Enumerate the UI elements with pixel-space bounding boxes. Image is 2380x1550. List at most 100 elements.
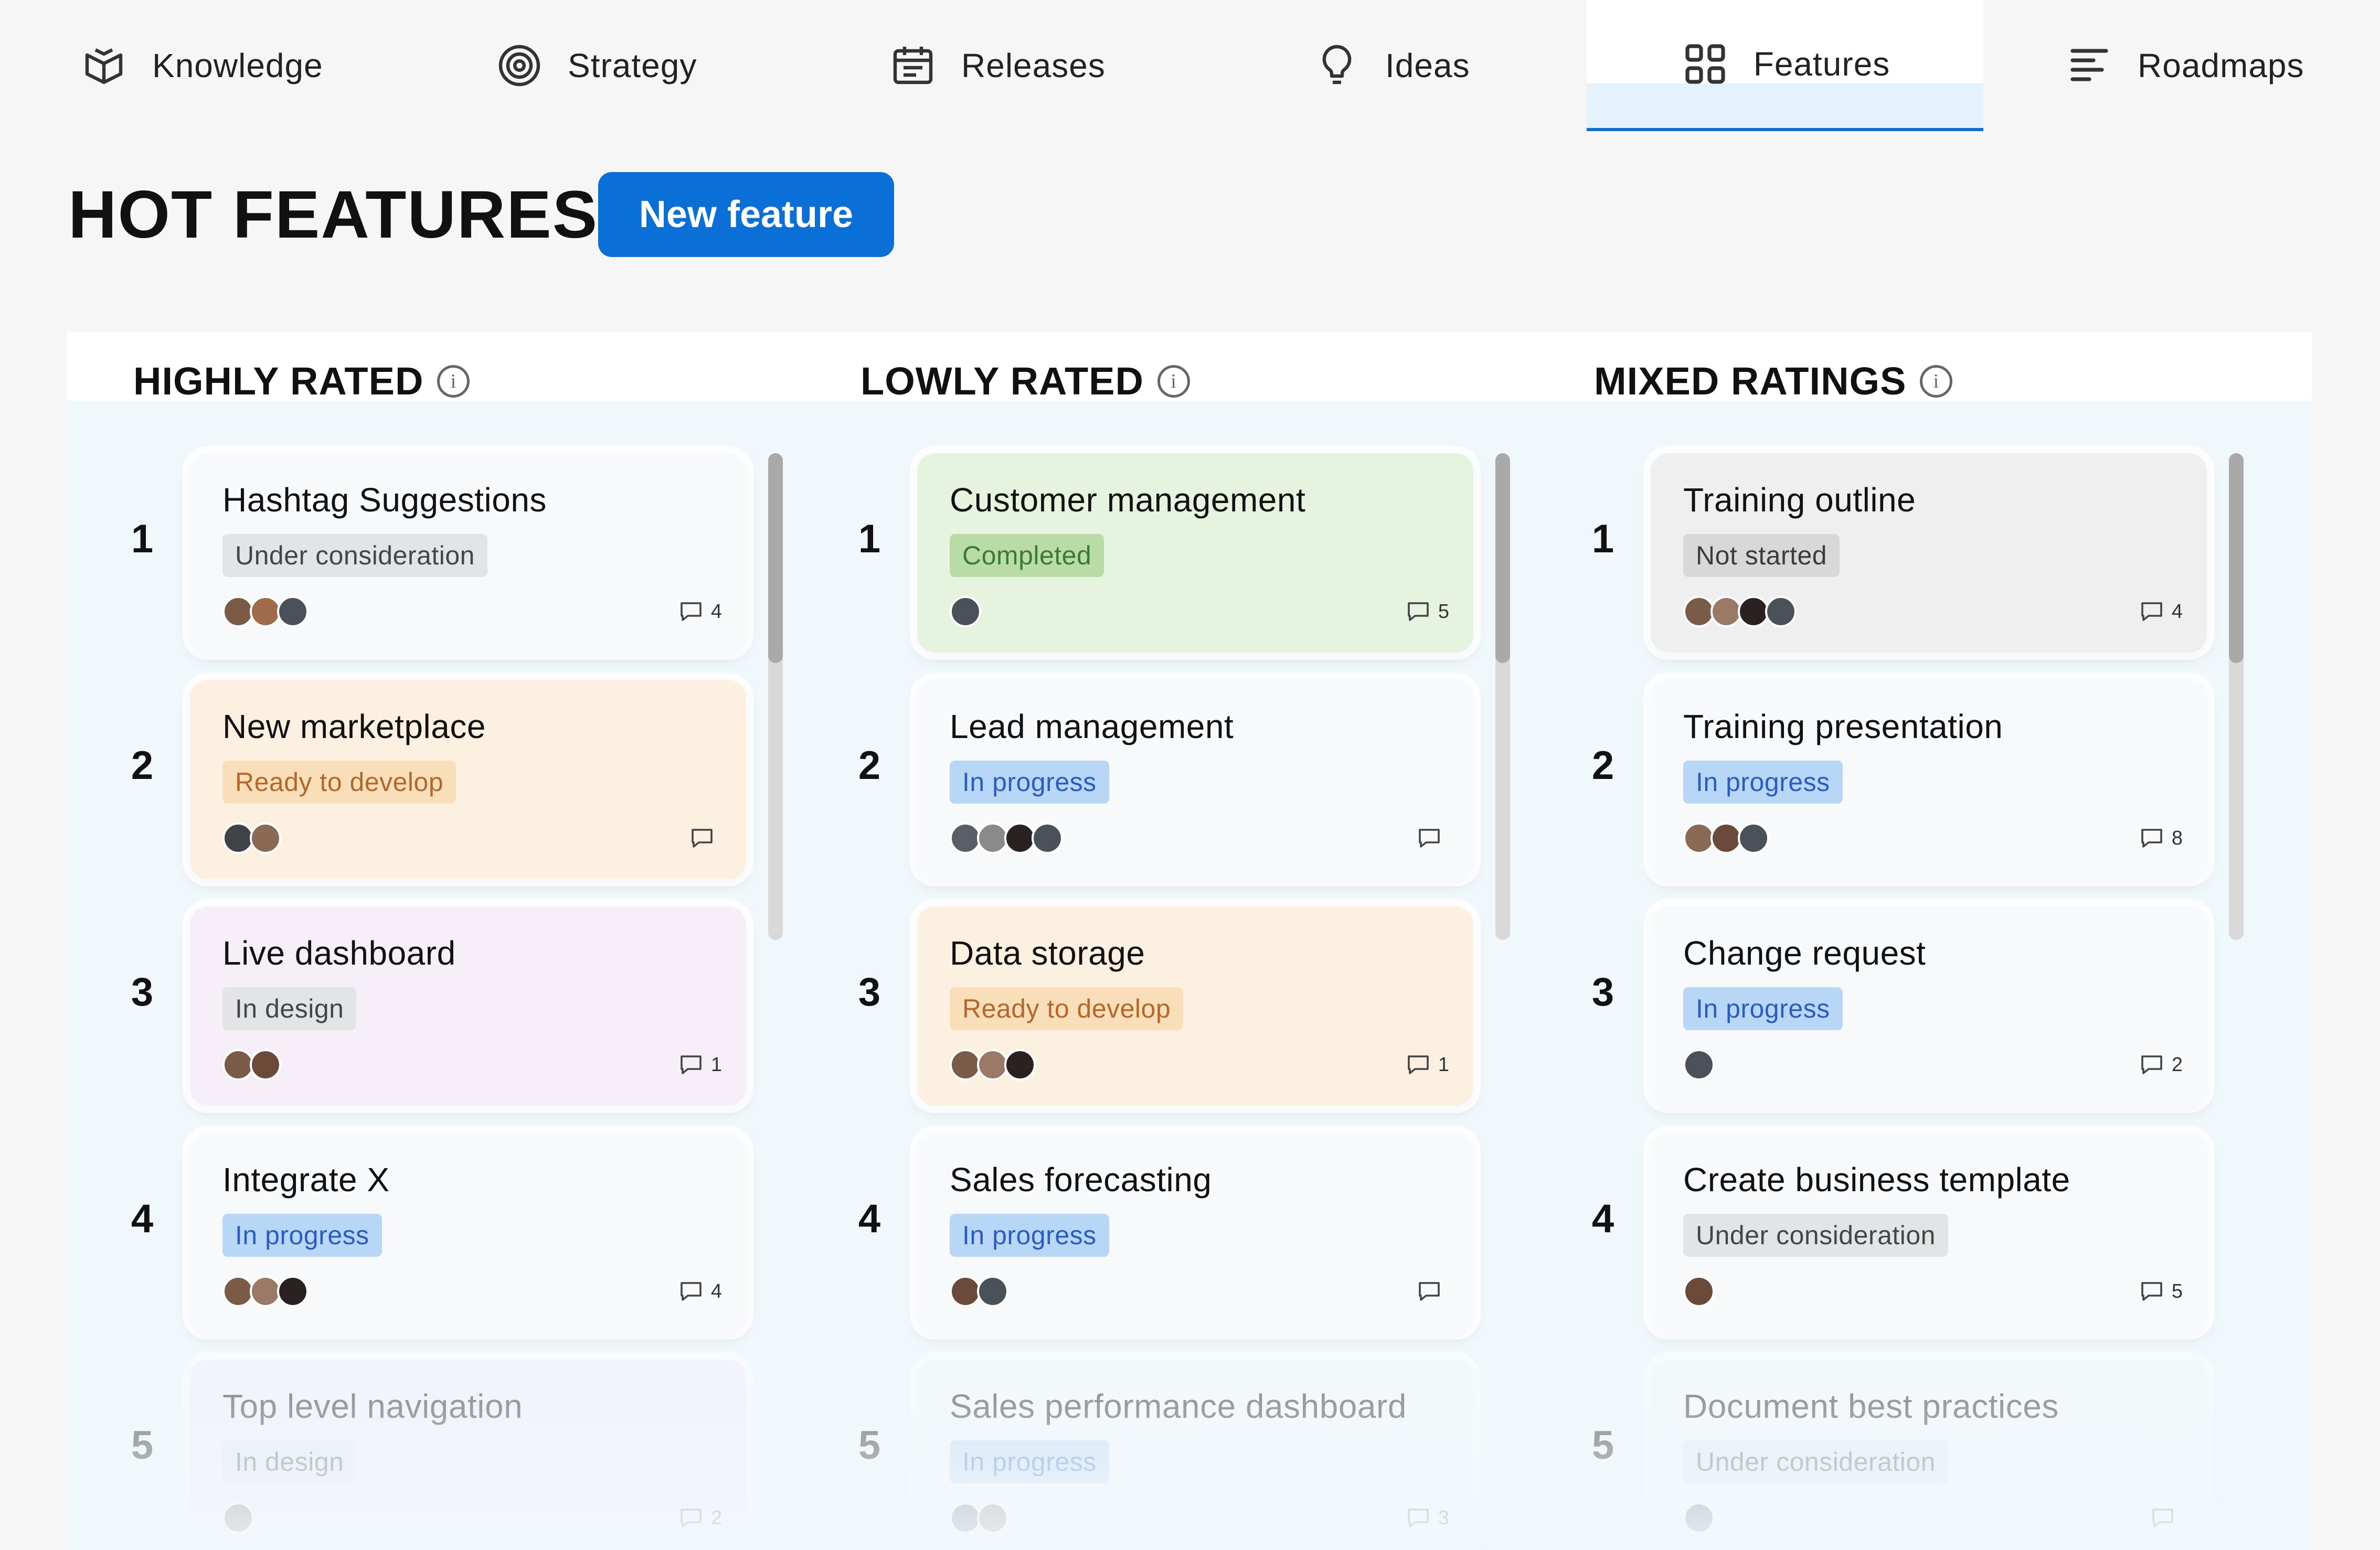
avatar — [250, 822, 281, 854]
feature-card[interactable]: Change request In progress 2 — [1651, 906, 2207, 1106]
comment-count[interactable]: 1 — [678, 1053, 722, 1076]
avatar — [222, 1502, 254, 1534]
avatar — [950, 596, 981, 627]
avatar-group — [222, 1502, 254, 1534]
tab-roadmaps[interactable]: Roadmaps — [2064, 0, 2304, 131]
comment-count-value: 2 — [710, 1506, 722, 1529]
feature-card[interactable]: Live dashboard In design 1 — [190, 906, 746, 1106]
avatar-group — [950, 596, 981, 627]
comment-count[interactable]: 2 — [678, 1506, 722, 1530]
avatar-group — [950, 822, 1063, 854]
info-icon[interactable]: i — [1920, 365, 1953, 398]
comment-icon — [2141, 602, 2162, 621]
comment-count[interactable] — [689, 827, 722, 850]
feature-title: Sales forecasting — [950, 1161, 1212, 1199]
comment-icon — [681, 1282, 702, 1301]
feature-card[interactable]: Hashtag Suggestions Under consideration … — [190, 453, 746, 653]
comment-count[interactable]: 2 — [2139, 1053, 2183, 1076]
rank-number: 3 — [858, 970, 881, 1014]
info-icon[interactable]: i — [437, 365, 470, 398]
avatar — [1765, 596, 1797, 627]
comment-count[interactable]: 4 — [678, 600, 722, 623]
avatar — [1710, 596, 1742, 627]
scrollbar-highly-rated[interactable] — [768, 453, 783, 940]
avatar — [950, 1276, 981, 1307]
comment-count[interactable]: 5 — [2139, 1280, 2183, 1303]
avatar — [250, 1276, 281, 1307]
comment-icon — [681, 602, 702, 621]
avatar-group — [222, 1276, 309, 1307]
status-badge: In design — [222, 987, 357, 1030]
comment-icon — [2152, 1509, 2173, 1527]
scrollbar-thumb[interactable] — [1495, 453, 1510, 663]
comment-count[interactable]: 1 — [1406, 1053, 1449, 1076]
comment-count[interactable]: 4 — [678, 1280, 722, 1303]
comment-count[interactable]: 3 — [1406, 1506, 1449, 1530]
avatar-group — [222, 596, 309, 627]
comment-count[interactable] — [1417, 827, 1449, 850]
column-title-text: HIGHLY RATED — [133, 359, 424, 403]
rank-number: 3 — [131, 970, 154, 1014]
tab-features[interactable]: Features — [1587, 0, 1983, 131]
roadmap-icon — [2070, 49, 2108, 81]
status-badge: Not started — [1683, 534, 1840, 577]
comment-count-value: 4 — [710, 1280, 722, 1302]
info-icon[interactable]: i — [1157, 365, 1190, 398]
rank-number: 1 — [1591, 517, 1614, 561]
avatar — [977, 1049, 1008, 1081]
tab-ideas[interactable]: Ideas — [1312, 0, 1470, 131]
comment-count-value: 3 — [1438, 1506, 1449, 1529]
comment-icon — [681, 1509, 702, 1527]
feature-title: Change request — [1683, 934, 1926, 972]
tab-knowledge-label: Knowledge — [152, 47, 323, 84]
feature-card[interactable]: Customer management Completed 5 — [917, 453, 1473, 653]
comment-count[interactable]: 5 — [1406, 600, 1449, 623]
scrollbar-thumb[interactable] — [2229, 453, 2244, 663]
feature-card[interactable]: Document best practices Under considerat… — [1651, 1360, 2207, 1550]
column-title-lowly-rated: LOWLY RATED i — [860, 359, 1190, 403]
feature-card[interactable]: Sales forecasting In progress — [917, 1133, 1473, 1332]
tab-releases[interactable]: Releases — [888, 0, 1106, 131]
feature-card[interactable]: Sales performance dashboard In progress … — [917, 1360, 1473, 1550]
comment-icon — [1419, 829, 1440, 848]
feature-card[interactable]: Create business template Under considera… — [1651, 1133, 2207, 1332]
comment-count[interactable]: 4 — [2139, 600, 2183, 623]
avatar-group — [1683, 596, 1797, 627]
comment-count[interactable]: 8 — [2139, 827, 2183, 850]
avatar — [1710, 822, 1742, 854]
comment-icon — [692, 829, 713, 848]
rank-number: 2 — [131, 743, 154, 788]
feature-card[interactable]: Integrate X In progress 4 — [190, 1133, 746, 1332]
comment-count[interactable] — [1417, 1280, 1449, 1303]
comment-icon — [1408, 1055, 1429, 1074]
tab-knowledge[interactable]: Knowledge — [79, 0, 323, 131]
status-badge: Under consideration — [1683, 1214, 1948, 1257]
scrollbar-lowly-rated[interactable] — [1495, 453, 1510, 940]
comment-icon — [2141, 1282, 2162, 1301]
avatar — [1683, 1502, 1715, 1534]
status-badge: In progress — [222, 1214, 382, 1257]
avatar — [250, 596, 281, 627]
comment-count-value: 5 — [1438, 600, 1449, 623]
comment-count[interactable] — [2150, 1506, 2183, 1530]
avatar — [277, 1276, 309, 1307]
feature-card[interactable]: Data storage Ready to develop 1 — [917, 906, 1473, 1106]
scrollbar-thumb[interactable] — [768, 453, 783, 663]
avatar-group — [222, 822, 281, 854]
tab-strategy[interactable]: Strategy — [494, 0, 697, 131]
feature-card[interactable]: Training outline Not started 4 — [1651, 453, 2207, 653]
scrollbar-mixed-ratings[interactable] — [2229, 453, 2244, 940]
target-icon — [498, 45, 540, 87]
feature-card[interactable]: New marketplace Ready to develop — [190, 680, 746, 879]
avatar — [1738, 596, 1769, 627]
feature-title: Top level navigation — [222, 1387, 523, 1425]
feature-card[interactable]: Top level navigation In design 2 — [190, 1360, 746, 1550]
comment-count-value: 4 — [710, 600, 722, 623]
rank-number: 5 — [1591, 1423, 1614, 1468]
avatar — [950, 822, 981, 854]
feature-card[interactable]: Training presentation In progress 8 — [1651, 680, 2207, 879]
feature-card[interactable]: Lead management In progress — [917, 680, 1473, 879]
status-badge: In design — [222, 1440, 357, 1483]
rank-number: 4 — [131, 1196, 154, 1241]
new-feature-button[interactable]: New feature — [598, 172, 894, 257]
